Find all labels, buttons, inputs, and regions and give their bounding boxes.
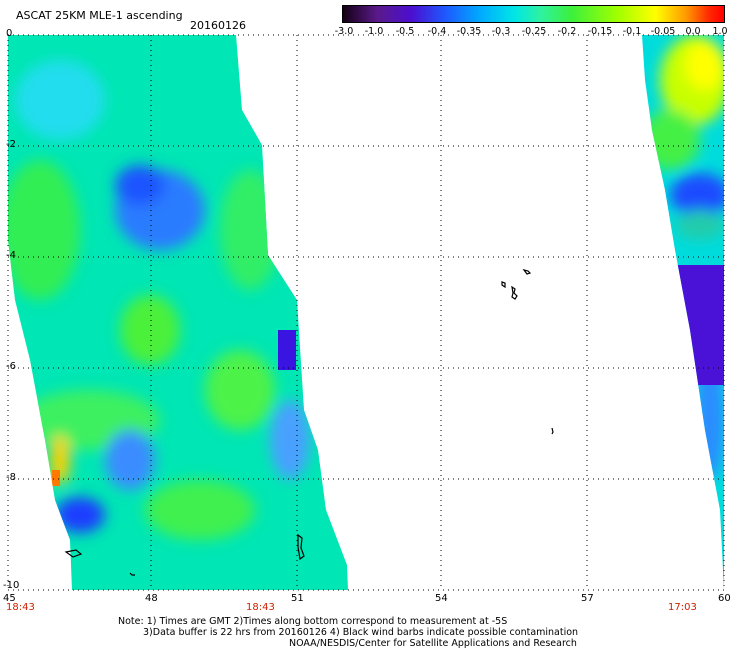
lon-label: 51 [291, 593, 304, 604]
map-title: ASCAT 25KM MLE-1 ascending [16, 9, 183, 22]
lon-label: 60 [718, 593, 731, 604]
color-scale-bar [342, 5, 725, 23]
cb-label: -0.2 [557, 26, 577, 37]
right-swath [642, 35, 724, 590]
lon-label: 57 [581, 593, 594, 604]
coastline-outlines [64, 269, 554, 576]
lat-label: -2 [6, 139, 16, 150]
lon-label: 45 [3, 593, 16, 604]
cb-label: -0.15 [587, 26, 613, 37]
lat-label: -10 [3, 580, 20, 591]
left-swath [8, 35, 348, 590]
lat-label: 0 [6, 28, 13, 39]
cb-label: -0.4 [427, 26, 447, 37]
lat-label: -8 [6, 472, 16, 483]
cb-label: -0.1 [622, 26, 642, 37]
lat-label: -6 [6, 361, 16, 372]
cb-label: -3.0 [334, 26, 354, 37]
cb-label: 0.0 [685, 26, 701, 37]
footnote-line-2: 3)Data buffer is 22 hrs from 20160126 4)… [143, 627, 579, 638]
lon-label: 54 [435, 593, 448, 604]
pass-time-label: 17:03 [668, 602, 697, 613]
lat-label: -4 [6, 250, 16, 261]
pass-time-label: 18:43 [246, 602, 275, 613]
cb-label: -0.05 [650, 26, 676, 37]
footnote-line-1: Note: 1) Times are GMT 2)Times along bot… [118, 616, 508, 627]
cb-label: -1.0 [364, 26, 384, 37]
lon-label: 48 [145, 593, 158, 604]
map-date: 20160126 [190, 19, 246, 32]
cb-label: -0.5 [395, 26, 415, 37]
cb-label: -0.25 [521, 26, 547, 37]
cb-label: -0.35 [456, 26, 482, 37]
cb-label: 1.0 [712, 26, 728, 37]
footnote-credit: NOAA/NESDIS/Center for Satellite Applica… [289, 638, 577, 649]
pass-time-label: 18:43 [6, 602, 35, 613]
cb-label: -0.3 [491, 26, 511, 37]
